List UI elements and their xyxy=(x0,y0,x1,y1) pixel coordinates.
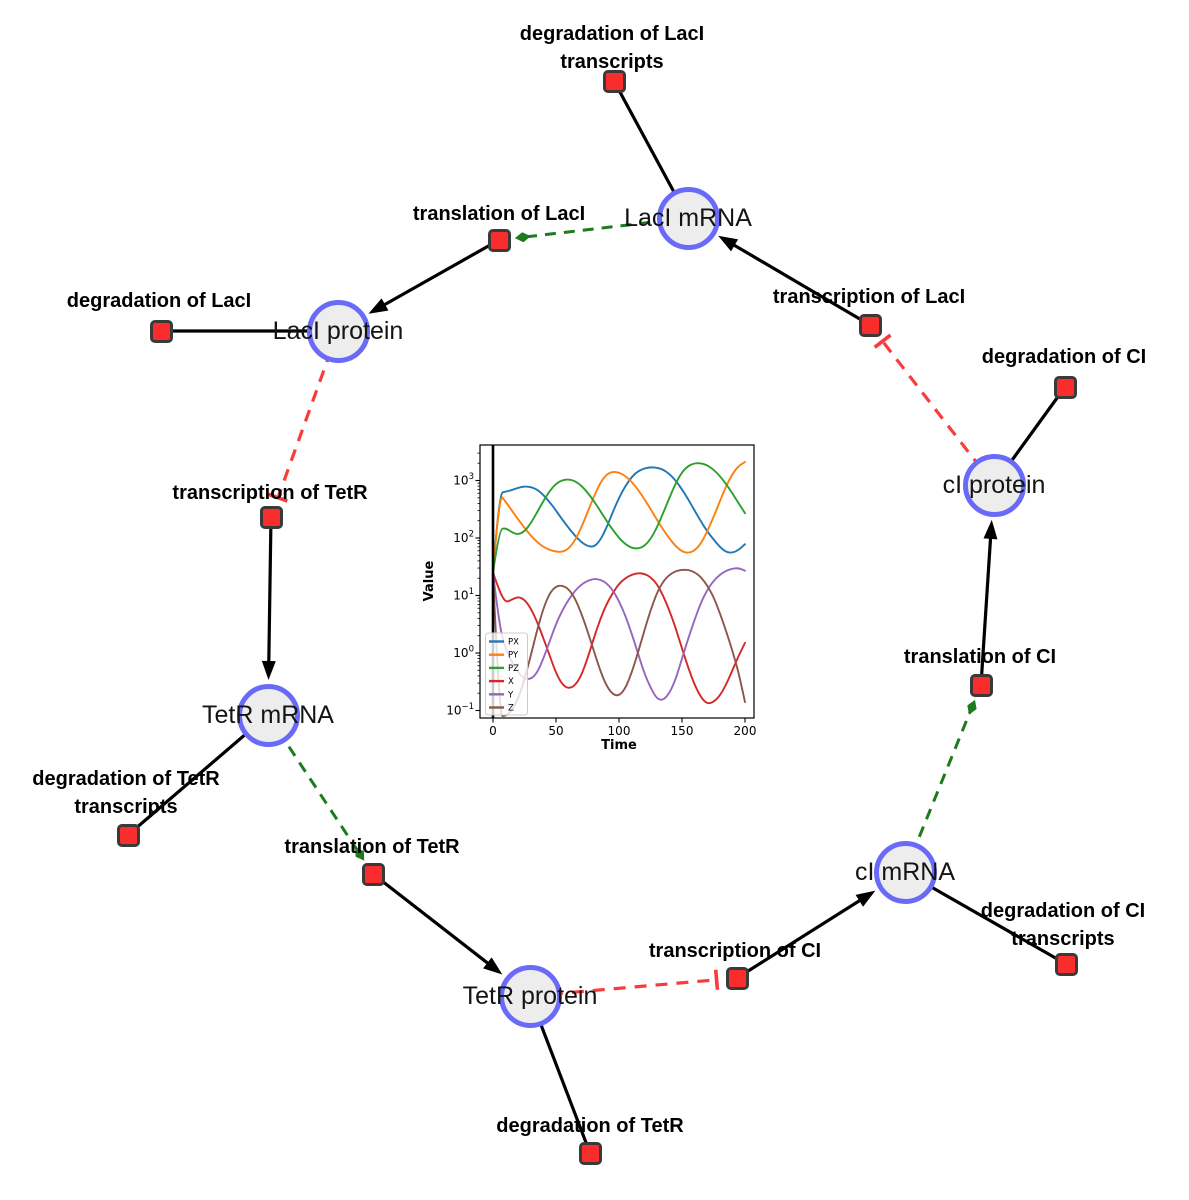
reaction-label-transcription-of-laci: transcription of LacI xyxy=(772,286,966,308)
chart-x-axis-label: Time xyxy=(601,738,637,753)
species-label-laci-protein: LacI protein xyxy=(272,317,404,345)
plot-border xyxy=(479,444,755,719)
reaction-label-translation-of-tetr: translation of TetR xyxy=(284,836,460,858)
edge-translation-of-laci-to-laci-protein-production-arrowhead-icon xyxy=(368,298,389,314)
reaction-node-degradation-of-ci-transcripts[interactable] xyxy=(1054,952,1078,976)
reaction-label-degradation-of-laci: degradation of LacI xyxy=(66,290,252,312)
legend-label-Z: Z xyxy=(508,704,514,714)
edge-laci-protein-to-transcription-of-tetr-inhibition-tbar-icon xyxy=(267,492,288,503)
reaction-node-degradation-of-tetr-transcripts[interactable] xyxy=(116,823,140,847)
edge-transcription-of-ci-to-ci-mrna-production xyxy=(736,896,865,980)
edge-ci-mrna-to-translation-of-ci-modifier-diamond-icon xyxy=(967,699,977,715)
reaction-label-degradation-of-ci-transcripts: degradation of CI transcripts xyxy=(980,900,1146,950)
species-label-tetr-protein: TetR protein xyxy=(462,982,598,1010)
species-label-tetr-mrna: TetR mRNA xyxy=(202,701,334,729)
chart-legend: PX PY PZ XYZ xyxy=(485,632,528,716)
series-PX xyxy=(492,466,746,574)
species-label-ci-mrna: cI mRNA xyxy=(855,858,955,886)
edge-transcription-of-tetr-to-tetr-mrna-production xyxy=(267,516,273,667)
edge-transcription-of-ci-to-ci-mrna-production-arrowhead-icon xyxy=(855,890,876,907)
reaction-node-translation-of-tetr[interactable] xyxy=(361,862,385,886)
species-node-tetr-protein[interactable] xyxy=(498,964,562,1028)
species-label-ci-protein: cI protein xyxy=(942,471,1046,499)
series-PZ xyxy=(492,462,746,574)
edge-translation-of-tetr-to-tetr-protein-production xyxy=(372,872,493,968)
y-tick-label: 100 xyxy=(453,645,474,661)
species-node-ci-mrna[interactable] xyxy=(873,840,937,904)
reaction-node-degradation-of-tetr[interactable] xyxy=(578,1141,602,1165)
edge-ci-protein-to-transcription-of-laci-inhibition-tbar-icon xyxy=(873,333,892,349)
x-tick-label: 0 xyxy=(489,724,497,738)
series-Y xyxy=(492,567,746,701)
species-label-laci-mrna: LacI mRNA xyxy=(624,204,752,232)
species-node-laci-mrna[interactable] xyxy=(656,186,720,250)
series-PY xyxy=(492,461,746,574)
series-Z xyxy=(492,568,746,718)
reaction-label-degradation-of-ci: degradation of CI xyxy=(981,346,1147,368)
reaction-node-translation-of-ci[interactable] xyxy=(969,673,993,697)
reaction-label-degradation-of-tetr: degradation of TetR xyxy=(496,1115,684,1137)
reaction-node-transcription-of-ci[interactable] xyxy=(725,966,749,990)
reaction-node-degradation-of-laci-transcripts[interactable] xyxy=(602,69,626,93)
y-tick-label: 102 xyxy=(453,530,474,546)
edge-translation-of-ci-to-ci-protein-production xyxy=(979,533,993,686)
y-tick-label: 10−1 xyxy=(446,702,474,718)
edge-transcription-of-laci-to-laci-mrna-production xyxy=(729,241,871,327)
species-node-tetr-mrna[interactable] xyxy=(236,683,300,747)
series-X xyxy=(492,571,746,705)
reaction-label-translation-of-laci: translation of LacI xyxy=(412,203,586,225)
x-tick-label: 100 xyxy=(608,724,631,738)
x-tick-label: 50 xyxy=(548,724,563,738)
edge-transcription-of-laci-to-laci-mrna-production-arrowhead-icon xyxy=(718,235,739,252)
reaction-label-transcription-of-ci: transcription of CI xyxy=(648,940,822,962)
reaction-node-translation-of-laci[interactable] xyxy=(487,228,511,252)
legend-label-PY: PY xyxy=(508,651,519,661)
edge-laci-mrna-to-translation-of-laci-modifier-diamond-icon xyxy=(514,232,531,243)
edge-translation-of-ci-to-ci-protein-production-arrowhead-icon xyxy=(983,519,998,540)
edge-tetr-protein-to-transcription-of-ci-inhibition-tbar-icon xyxy=(713,969,720,990)
x-tick-label: 200 xyxy=(734,724,757,738)
reaction-label-transcription-of-tetr: transcription of TetR xyxy=(172,482,368,504)
edge-tetr-mrna-to-translation-of-tetr-modifier-diamond-icon xyxy=(355,847,365,861)
reaction-label-translation-of-ci: translation of CI xyxy=(903,646,1057,668)
reaction-node-transcription-of-tetr[interactable] xyxy=(259,505,283,529)
reaction-node-degradation-of-ci[interactable] xyxy=(1053,375,1077,399)
chart-y-axis-label: Value xyxy=(422,560,437,601)
reaction-node-transcription-of-laci[interactable] xyxy=(858,313,882,337)
reaction-node-degradation-of-laci[interactable] xyxy=(149,319,173,343)
inset-plot: 0 50 100 150 200 10−1 100 101 102 103 PX PY PZ XYZ Ti… xyxy=(422,444,757,753)
edge-transcription-of-tetr-to-tetr-mrna-production-arrowhead-icon xyxy=(261,660,276,681)
legend-label-X: X xyxy=(508,677,514,687)
legend-label-Y: Y xyxy=(507,690,514,700)
y-tick-label: 103 xyxy=(453,472,474,488)
legend-box xyxy=(485,632,528,716)
x-tick-label: 150 xyxy=(671,724,694,738)
species-node-ci-protein[interactable] xyxy=(962,453,1026,517)
reaction-label-degradation-of-laci-transcripts: degradation of LacI transcripts xyxy=(519,23,705,73)
legend-label-PZ: PZ xyxy=(508,664,519,674)
edge-translation-of-tetr-to-tetr-protein-production-arrowhead-icon xyxy=(483,957,503,975)
legend-label-PX: PX xyxy=(508,638,519,648)
edge-translation-of-laci-to-laci-protein-production xyxy=(379,238,500,309)
species-node-laci-protein[interactable] xyxy=(306,299,370,363)
reaction-label-degradation-of-tetr-transcripts: degradation of TetR transcripts xyxy=(32,768,220,818)
y-tick-label: 101 xyxy=(453,587,474,603)
